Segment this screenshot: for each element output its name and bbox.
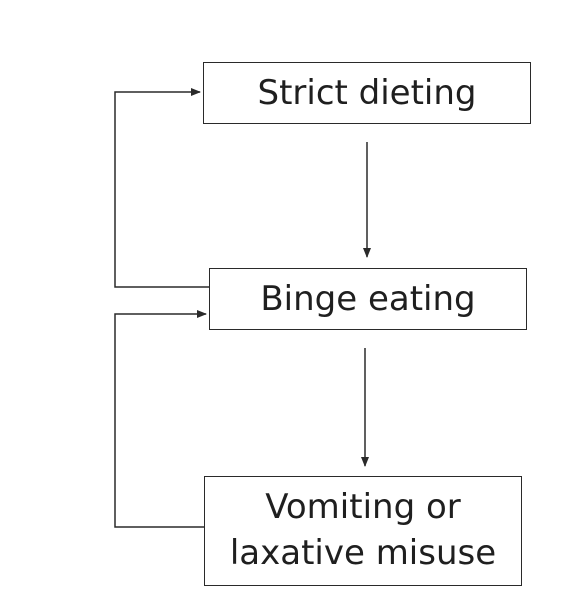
node-binge-eating-label: Binge eating	[260, 278, 476, 319]
node-vomiting-label-line2: laxative misuse	[229, 533, 497, 573]
node-strict-dieting-label: Strict dieting	[257, 72, 477, 113]
node-vomiting-label-line1: Vomiting or	[265, 487, 461, 528]
node-binge-eating: Binge eating	[209, 268, 527, 330]
node-strict-dieting: Strict dieting	[203, 62, 531, 124]
node-vomiting-laxative: Vomiting or laxative misuse	[204, 476, 522, 586]
feedback-vomiting-to-binge	[114, 310, 207, 528]
feedback-binge-to-strict	[114, 88, 209, 288]
